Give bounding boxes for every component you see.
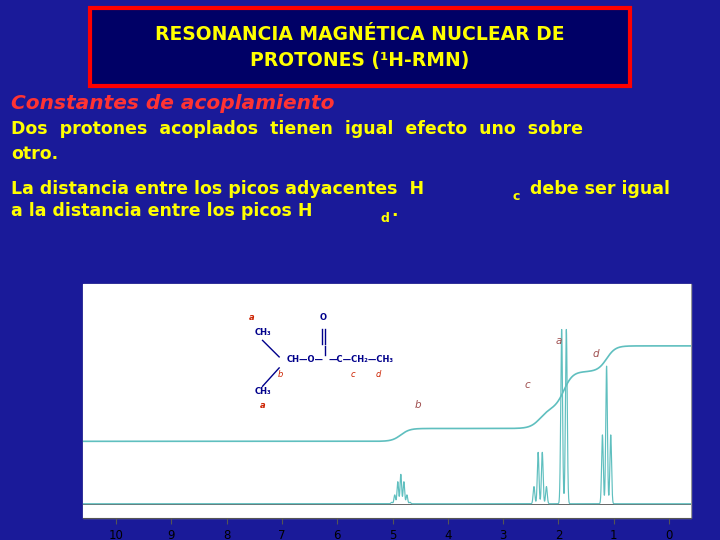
Text: CH—O—: CH—O— [287, 355, 323, 364]
Text: c: c [524, 380, 530, 390]
Text: .: . [392, 201, 398, 220]
Text: d: d [380, 212, 389, 225]
Text: CH₃: CH₃ [254, 328, 271, 337]
Text: c: c [351, 370, 355, 379]
Text: a: a [260, 401, 266, 410]
FancyBboxPatch shape [90, 8, 630, 86]
Text: La distancia entre los picos adyacentes  H: La distancia entre los picos adyacentes … [11, 180, 424, 198]
Text: a: a [248, 313, 254, 322]
Text: —C—CH₂—CH₃: —C—CH₂—CH₃ [329, 355, 394, 364]
Text: Constantes de acoplamiento: Constantes de acoplamiento [11, 94, 334, 113]
Text: c: c [513, 190, 520, 203]
Text: b: b [415, 400, 421, 410]
Text: CH₃: CH₃ [254, 387, 271, 396]
Text: RESONANCIA MAGNÉTICA NUCLEAR DE
PROTONES (¹H-RMN): RESONANCIA MAGNÉTICA NUCLEAR DE PROTONES… [156, 25, 564, 70]
Bar [83, 284, 691, 518]
Text: b: b [278, 370, 284, 379]
Text: a la distancia entre los picos H: a la distancia entre los picos H [11, 201, 312, 220]
Text: Dos  protones  acoplados  tienen  igual  efecto  uno  sobre
otro.: Dos protones acoplados tienen igual efec… [11, 120, 582, 163]
Text: d: d [376, 370, 382, 379]
Text: debe ser igual: debe ser igual [524, 180, 670, 198]
Text: O: O [320, 313, 327, 322]
Text: a: a [556, 336, 562, 346]
Text: d: d [593, 349, 599, 359]
